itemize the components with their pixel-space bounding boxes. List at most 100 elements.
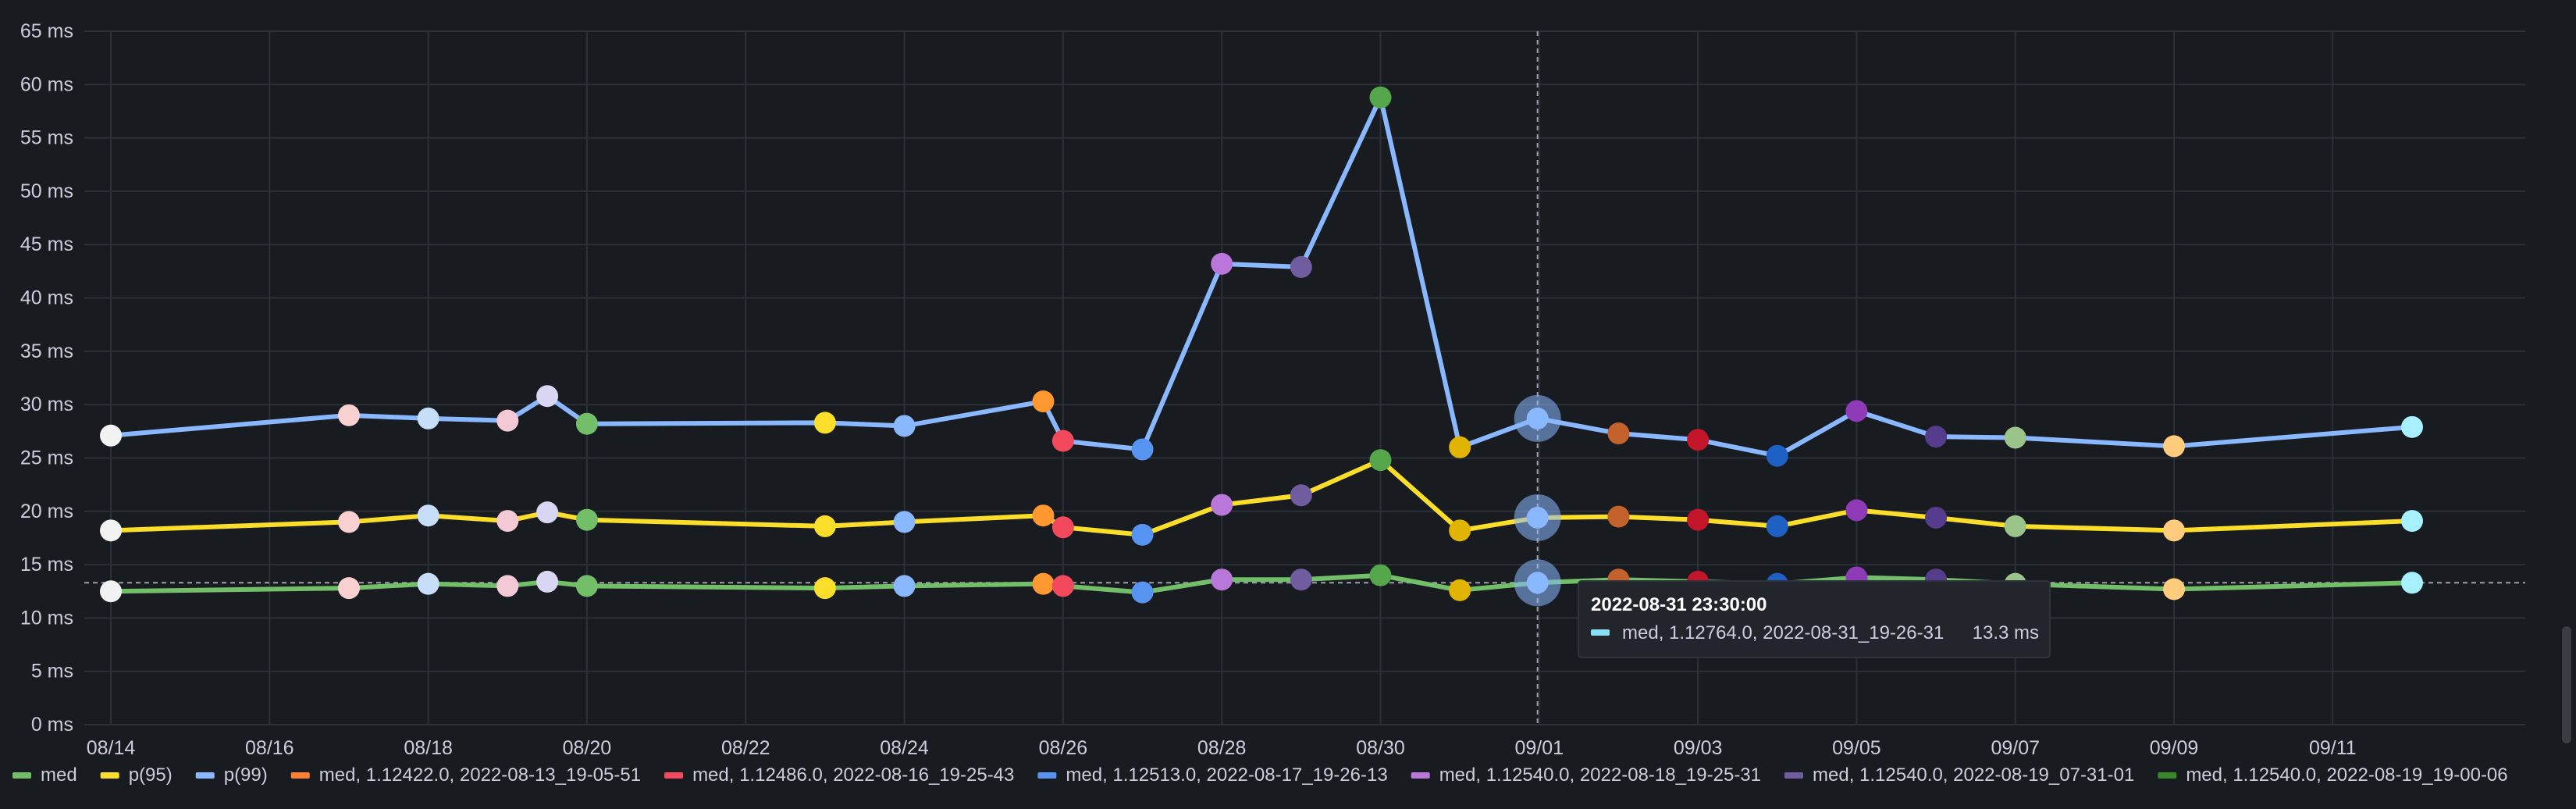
legend-item[interactable]: p(99) <box>195 764 268 786</box>
legend-swatch <box>12 772 31 779</box>
tooltip-value: 13.3 ms <box>1973 622 2039 643</box>
data-point <box>1925 426 1948 448</box>
data-point <box>1131 581 1154 604</box>
data-point <box>893 575 916 597</box>
tooltip-title: 2022-08-31 23:30:00 <box>1591 594 1767 615</box>
data-point <box>496 510 519 533</box>
x-tick-label: 08/18 <box>404 737 453 759</box>
series-line-med <box>109 572 2414 595</box>
data-point <box>2163 519 2186 542</box>
data-point <box>1211 568 1233 591</box>
tooltip-series-swatch <box>1591 629 1610 636</box>
data-point <box>575 412 598 435</box>
y-tick-label: 30 ms <box>20 394 73 415</box>
data-point <box>536 570 559 593</box>
data-point <box>417 572 439 595</box>
y-tick-label: 20 ms <box>20 501 73 522</box>
legend-item[interactable]: med <box>12 764 77 786</box>
legend-item[interactable]: med, 1.12540.0, 2022-08-19_19-00-06 <box>2158 764 2508 786</box>
data-point <box>813 412 836 434</box>
legend-label: med, 1.12540.0, 2022-08-19_19-00-06 <box>2186 764 2507 786</box>
data-point <box>1051 429 1074 452</box>
data-point <box>1290 484 1312 507</box>
data-point <box>575 575 598 597</box>
data-point <box>1131 523 1154 546</box>
y-tick-label: 25 ms <box>20 447 73 469</box>
data-point <box>1290 255 1312 278</box>
x-tick-label: 09/07 <box>1991 737 2040 759</box>
x-tick-label: 08/26 <box>1039 737 1088 759</box>
scrollbar[interactable] <box>2562 626 2571 743</box>
legend-item[interactable]: med, 1.12513.0, 2022-08-17_19-26-13 <box>1037 764 1388 786</box>
data-point <box>1051 575 1074 597</box>
legend-item[interactable]: med, 1.12422.0, 2022-08-13_19-05-51 <box>290 764 641 786</box>
data-point <box>417 504 439 527</box>
data-point <box>1369 564 1392 586</box>
data-point <box>1687 429 1710 451</box>
legend-item[interactable]: p(95) <box>100 764 173 786</box>
x-tick-label: 08/22 <box>721 737 770 759</box>
tooltip-box <box>1578 580 2051 658</box>
legend-item[interactable]: med, 1.12486.0, 2022-08-16_19-25-43 <box>664 764 1014 786</box>
legend-item[interactable]: med, 1.12540.0, 2022-08-19_07-31-01 <box>1784 764 2134 786</box>
data-point <box>1925 506 1948 529</box>
legend-label: med, 1.12486.0, 2022-08-16_19-25-43 <box>692 764 1014 786</box>
data-point <box>1032 572 1055 595</box>
y-tick-label: 60 ms <box>20 73 73 95</box>
legend-swatch <box>664 772 684 779</box>
data-point <box>1449 579 1471 601</box>
x-tick-label: 08/16 <box>245 737 294 759</box>
data-point <box>1211 252 1233 275</box>
data-point <box>1369 86 1392 109</box>
data-point <box>2163 435 2186 458</box>
y-tick-label: 0 ms <box>31 714 73 736</box>
y-tick-label: 15 ms <box>20 554 73 576</box>
data-point <box>417 407 439 429</box>
data-point <box>2004 426 2026 449</box>
data-point <box>1449 519 1471 542</box>
data-point <box>1526 506 1549 529</box>
data-point <box>1290 568 1312 591</box>
legend-swatch <box>1784 772 1803 779</box>
data-point <box>2401 510 2423 533</box>
legend-item[interactable]: med, 1.12540.0, 2022-08-18_19-25-31 <box>1411 764 1761 786</box>
x-tick-label: 09/11 <box>2309 737 2357 759</box>
series-line-p-95- <box>109 458 2414 537</box>
data-point <box>1369 449 1392 472</box>
data-point <box>337 511 360 533</box>
legend-label: med, 1.12540.0, 2022-08-18_19-25-31 <box>1439 764 1761 786</box>
data-point <box>496 575 519 597</box>
data-point <box>337 404 360 426</box>
data-point <box>496 409 519 432</box>
x-tick-label: 09/03 <box>1674 737 1723 759</box>
legend-swatch <box>1037 772 1057 779</box>
data-point <box>1032 390 1055 413</box>
y-tick-label: 45 ms <box>20 233 73 255</box>
legend-swatch <box>1411 772 1430 779</box>
legend-swatch <box>100 772 119 779</box>
data-point <box>1526 572 1549 594</box>
data-point <box>1526 407 1549 429</box>
data-point <box>1845 400 1868 422</box>
data-point <box>2004 515 2026 537</box>
data-point <box>893 415 916 437</box>
series-line-p-99- <box>109 94 2414 458</box>
y-tick-label: 5 ms <box>31 661 73 682</box>
data-point <box>100 424 122 447</box>
y-tick-label: 10 ms <box>20 607 73 629</box>
tooltip: 2022-08-31 23:30:00 med, 1.12764.0, 2022-… <box>1578 580 2051 658</box>
y-tick-label: 55 ms <box>20 127 73 149</box>
data-point <box>1051 516 1074 539</box>
data-point <box>1845 499 1868 522</box>
tooltip-series-label: med, 1.12764.0, 2022-08-31_19-26-31 <box>1622 622 1944 643</box>
data-point <box>893 511 916 533</box>
data-point <box>1449 436 1471 458</box>
data-point <box>100 519 122 542</box>
data-point <box>2401 572 2423 594</box>
x-tick-label: 08/14 <box>87 737 136 759</box>
x-tick-label: 09/05 <box>1832 737 1881 759</box>
legend-label: med, 1.12513.0, 2022-08-17_19-26-13 <box>1066 764 1387 786</box>
data-point <box>813 577 836 600</box>
data-point <box>575 508 598 531</box>
